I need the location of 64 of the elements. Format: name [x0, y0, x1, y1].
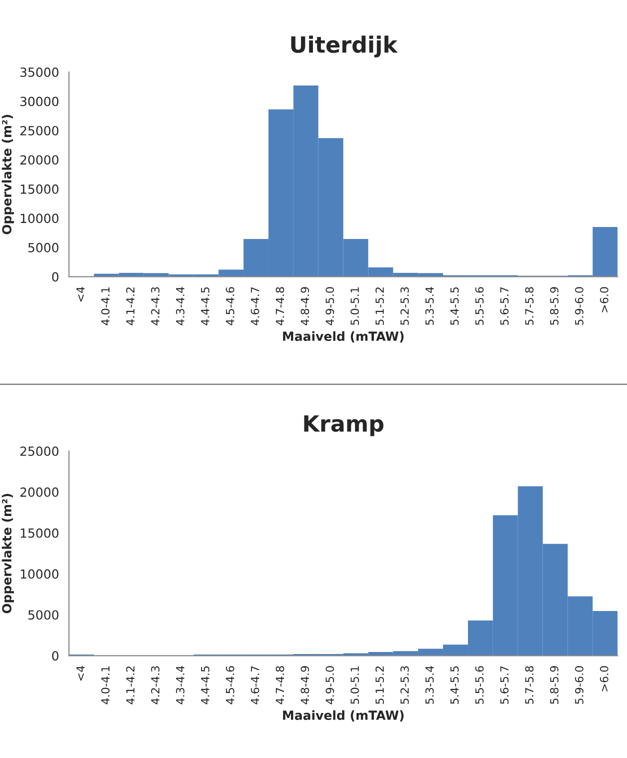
y-tick-label: 25000: [20, 126, 58, 136]
x-tick-label: 5.3-5.4: [425, 287, 434, 325]
x-tick-label: 4.3-4.4: [176, 287, 184, 326]
x-tick-label: 5.4-5.5: [450, 287, 459, 325]
x-tick-label: 4.5-4.6: [226, 287, 234, 326]
x-tick-label: 5.6-5.7: [500, 287, 509, 325]
x-tick-label: 5.9-6.0: [575, 287, 584, 325]
y-tick-label: 0: [52, 272, 58, 282]
x-tick-label: 4.1-4.2: [126, 288, 134, 326]
x-tick-label: 5.9-6.0: [575, 666, 584, 704]
x-tick-label: 5.5-5.6: [475, 287, 484, 325]
y-tick-label: 15000: [20, 528, 58, 538]
x-axis-title: Maaiveld (mTAW): [283, 331, 404, 342]
x-tick-label: 4.7-4.8: [276, 287, 284, 326]
x-tick-label: 5.8-5.9: [550, 287, 558, 325]
x-tick-label: 4.2-4.3: [151, 287, 160, 326]
y-tick-label: 0: [52, 651, 58, 661]
x-tick-label: 4.7-4.8: [276, 666, 284, 704]
x-tick-label: 5.7-5.8: [525, 287, 534, 325]
y-tick-label: 30000: [20, 96, 58, 106]
x-tick-label: 4.2-4.3: [151, 666, 160, 704]
x-tick-label: >6.0: [600, 666, 608, 692]
x-tick-label: 5.6-5.7: [500, 666, 509, 704]
y-tick-label: 35000: [20, 67, 58, 77]
y-tick-label: 25000: [20, 446, 58, 456]
y-tick-label: 20000: [20, 155, 58, 165]
x-tick-label: 4.4-4.5: [201, 666, 210, 704]
x-tick-label: 4.3-4.4: [176, 666, 184, 704]
x-tick-label: 5.4-5.5: [450, 666, 459, 704]
x-tick-label: 4.8-4.9: [300, 666, 310, 704]
x-tick-label: 5.2-5.3: [400, 666, 409, 704]
y-tick-label: 20000: [20, 487, 58, 497]
y-tick-label: 15000: [20, 184, 58, 194]
x-tick-label: 4.9-5.0: [326, 666, 334, 704]
y-tick-label: 10000: [20, 214, 58, 224]
y-tick-label: 10000: [20, 569, 58, 579]
x-axis-title: Maaiveld (mTAW): [283, 710, 404, 722]
x-tick-label: 5.0-5.1: [350, 666, 359, 704]
x-tick-label: 5.7-5.8: [525, 666, 534, 704]
y-axis-title: Oppervlakte (m²): [2, 494, 14, 614]
x-tick-label: 5.1-5.2: [376, 666, 384, 704]
chart-title: Kramp: [304, 415, 384, 436]
x-tick-label: 5.8-5.9: [550, 666, 558, 704]
x-tick-label: 4.8-4.9: [300, 287, 310, 326]
chart-title: Uiterdijk: [291, 36, 398, 58]
x-tick-label: 5.0-5.1: [350, 287, 359, 325]
y-tick-label: 5000: [28, 610, 58, 620]
x-tick-label: 4.0-4.1: [101, 666, 110, 704]
x-tick-label: 4.4-4.5: [201, 287, 210, 326]
x-tick-label: <4: [76, 666, 85, 681]
x-tick-label: <4: [76, 287, 85, 302]
x-tick-label: 4.5-4.6: [226, 666, 234, 704]
y-tick-label: 5000: [28, 242, 58, 252]
y-axis-title: Oppervlakte (m²): [2, 114, 14, 234]
x-tick-label: 4.0-4.1: [101, 287, 110, 326]
x-tick-label: 5.2-5.3: [400, 287, 409, 325]
x-tick-label: 4.6-4.7: [250, 287, 260, 326]
x-tick-label: >6.0: [600, 287, 608, 312]
x-tick-label: 4.6-4.7: [250, 666, 260, 704]
x-tick-label: 5.3-5.4: [425, 666, 434, 704]
x-tick-label: 5.1-5.2: [376, 288, 384, 325]
x-tick-label: 4.9-5.0: [326, 287, 334, 326]
x-tick-label: 4.1-4.2: [126, 666, 134, 704]
x-tick-label: 5.5-5.6: [475, 666, 484, 704]
